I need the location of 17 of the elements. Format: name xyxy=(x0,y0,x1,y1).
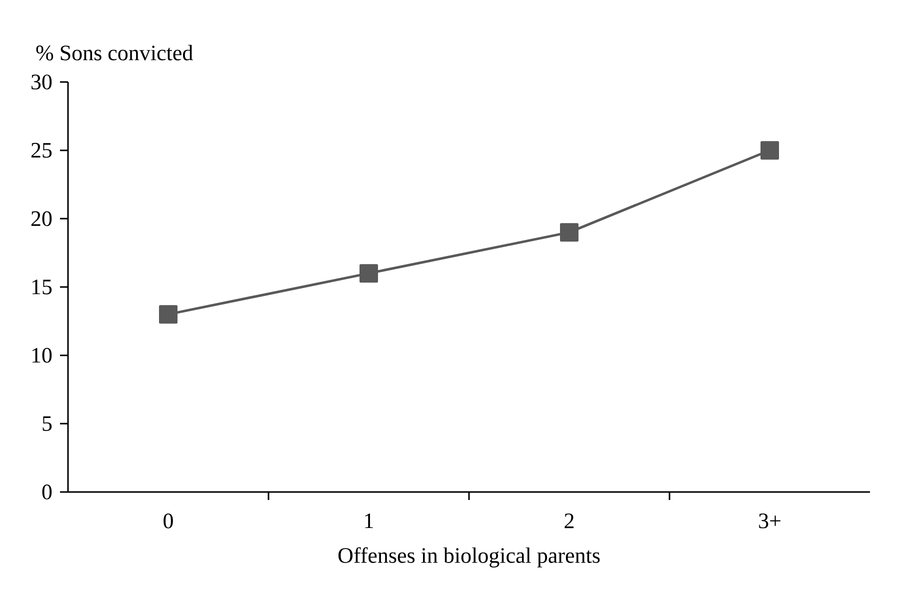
x-axis-title: Offenses in biological parents xyxy=(338,547,600,568)
point xyxy=(760,141,779,160)
y-tick-label: 10 xyxy=(32,348,52,363)
x-tick-label: 0 xyxy=(164,514,173,528)
point xyxy=(360,264,378,283)
y-tick-label: 30 xyxy=(32,74,52,90)
point xyxy=(159,305,178,324)
y-tick-label: 25 xyxy=(31,142,52,158)
x-tick-label: 3+ xyxy=(759,514,780,528)
y-tick-label: 20 xyxy=(31,211,52,226)
y-tick-label: 0 xyxy=(42,484,52,500)
y-tick-label: 15 xyxy=(32,280,52,294)
point xyxy=(560,223,579,242)
y-axis-title: % Sons convicted xyxy=(36,44,193,60)
y-tick-label: 5 xyxy=(42,416,52,431)
x-tick-label: 2 xyxy=(564,514,574,528)
x-tick-label: 1 xyxy=(365,514,373,528)
